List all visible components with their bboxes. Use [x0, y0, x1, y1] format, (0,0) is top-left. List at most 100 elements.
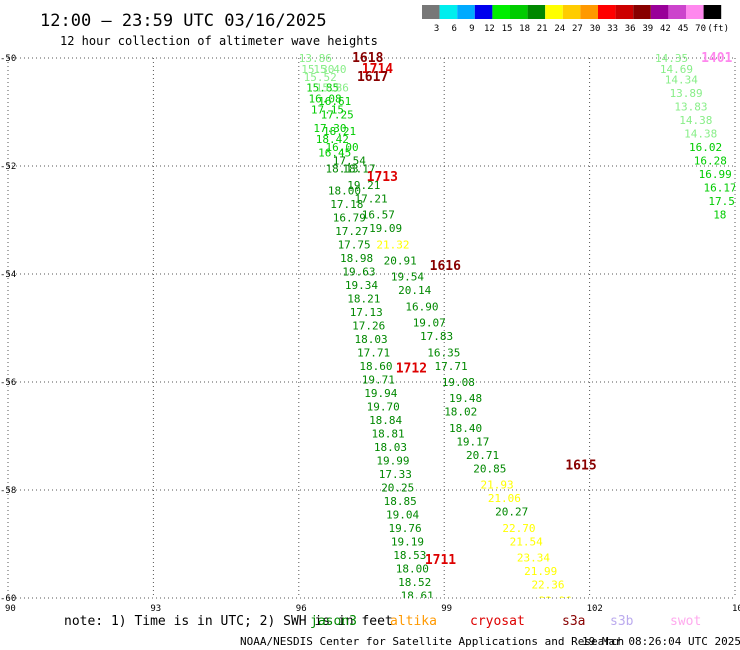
wave-height-point: 18.61: [401, 589, 434, 602]
wave-height-point: 17.26: [352, 319, 385, 332]
scale-swatch: [580, 5, 598, 19]
wave-height-point: 21.93: [481, 479, 514, 492]
wave-height-point: 19.99: [376, 454, 409, 467]
scale-label: 45: [678, 24, 689, 34]
scale-swatch: [545, 5, 563, 19]
wave-height-point: 17.71: [357, 346, 390, 359]
scale-label: 30: [590, 24, 601, 34]
scale-label: (ft): [707, 24, 729, 34]
wave-height-point: 22.70: [502, 522, 535, 535]
scale-label: 18: [519, 24, 530, 34]
wave-height-point: 16.08: [308, 93, 341, 106]
satellite-legend: jason3 altika cryosat s3a s3b swot: [310, 614, 701, 629]
wave-height-point: 19.08: [442, 376, 475, 389]
wave-height-point: 18.21: [347, 292, 380, 305]
x-tick-label: 99: [441, 604, 452, 614]
wave-height-point: 20.85: [473, 462, 506, 475]
wave-height-point: 21.54: [510, 535, 543, 548]
x-tick-label: 90: [5, 604, 16, 614]
wave-height-point: 17.21: [355, 192, 388, 205]
wave-height-point: 14.38: [679, 114, 712, 127]
wave-height-point: 18: [713, 209, 726, 222]
wave-height-point: 14.34: [665, 74, 698, 87]
wave-height-point: 19.09: [369, 222, 402, 235]
y-tick-label: -54: [0, 270, 16, 280]
wave-height-point: 16.00: [325, 141, 358, 154]
pass-label: 1713: [367, 170, 398, 185]
wave-height-point: 18.53: [393, 549, 426, 562]
y-tick-label: -52: [0, 162, 16, 172]
wave-height-point: 16.99: [699, 168, 732, 181]
wave-height-point: 18.21: [323, 125, 356, 138]
pass-label: 1711: [425, 553, 456, 568]
scale-swatch: [422, 5, 440, 19]
wave-height-point: 16.79: [333, 211, 366, 224]
wave-height-point: 19.48: [449, 392, 482, 405]
wave-height-point: 18.84: [369, 414, 402, 427]
wave-height-point: 17.33: [379, 468, 412, 481]
wave-height-point: 16.35: [427, 346, 460, 359]
wave-height-point: 18.00: [328, 184, 361, 197]
scale-label: 36: [625, 24, 636, 34]
scale-swatch: [492, 5, 510, 19]
wave-height-point: 18.60: [359, 360, 392, 373]
wave-height-point: 16.61: [318, 95, 351, 108]
y-tick-label: -60: [0, 594, 16, 604]
wave-height-point: 16.57: [362, 209, 395, 222]
x-tick-label: 96: [296, 604, 307, 614]
wave-height-point: 20.14: [398, 284, 431, 297]
wave-height-point: 18.42: [316, 133, 349, 146]
wave-height-point: 13.83: [674, 101, 707, 114]
axis-ticks: 90 93 96 99 102 105 -50 -52 -54 -56 -58 -60: [0, 54, 740, 614]
wave-height-point: 16.17: [703, 182, 736, 195]
wave-height-point: 14.38: [684, 128, 717, 141]
wave-height-point: 19.19: [391, 535, 424, 548]
pass-label: 1616: [430, 259, 461, 274]
y-tick-label: -50: [0, 54, 16, 64]
wave-height-point: 16.45: [318, 147, 351, 160]
wave-height-point: 15.86: [316, 82, 349, 95]
scale-swatch: [650, 5, 669, 19]
wave-height-point: 19.94: [364, 387, 397, 400]
wave-height-point: 17.54: [333, 155, 366, 168]
scale-swatch: [668, 5, 686, 19]
wave-height-point: 19.21: [347, 179, 380, 192]
scale-swatch: [527, 5, 546, 19]
wave-height-point: 16.02: [689, 141, 722, 154]
wave-height-point: 18.03: [355, 333, 388, 346]
scale-swatch: [510, 5, 528, 19]
wave-height-point: 18.81: [372, 427, 405, 440]
wave-height-point: 17.25: [321, 109, 354, 122]
wave-height-point: 19.34: [345, 279, 378, 292]
legend-jason3: jason3: [310, 614, 357, 629]
wave-height-point: 19.54: [391, 271, 424, 284]
scale-swatch: [615, 5, 634, 19]
wave-height-point: 17.5: [708, 195, 735, 208]
legend-s3a: s3a: [562, 614, 585, 629]
scale-swatch: [686, 5, 704, 19]
pass-label: 1401: [701, 51, 732, 66]
y-tick-label: -58: [0, 486, 16, 496]
wave-height-point: 16.28: [694, 155, 727, 168]
scale-label: 70: [695, 24, 706, 34]
wave-height-point: 15.85: [306, 82, 339, 95]
scale-swatch: [598, 5, 616, 19]
wave-height-point: 18.17: [342, 163, 375, 176]
wave-height-point: 22.36: [531, 579, 564, 592]
wave-height-point: 22.96: [539, 595, 572, 608]
wave-height-point: 19.07: [413, 317, 446, 330]
wave-height-point: 20.71: [466, 449, 499, 462]
wave-height-point: 14.35: [655, 52, 688, 65]
wave-height-point: 21.99: [524, 565, 557, 578]
wave-height-point: 23.34: [517, 552, 550, 565]
scale-label: 24: [554, 24, 565, 34]
pass-label: 1617: [357, 70, 388, 85]
scale-label: 6: [451, 24, 456, 34]
wave-height-point: 17.30: [313, 122, 346, 135]
wave-height-point: 18.98: [340, 252, 373, 265]
scale-label: 12: [484, 24, 495, 34]
x-tick-label: 105: [732, 604, 740, 614]
wave-height-point: 17.83: [420, 330, 453, 343]
wave-height-point: 19.70: [367, 400, 400, 413]
